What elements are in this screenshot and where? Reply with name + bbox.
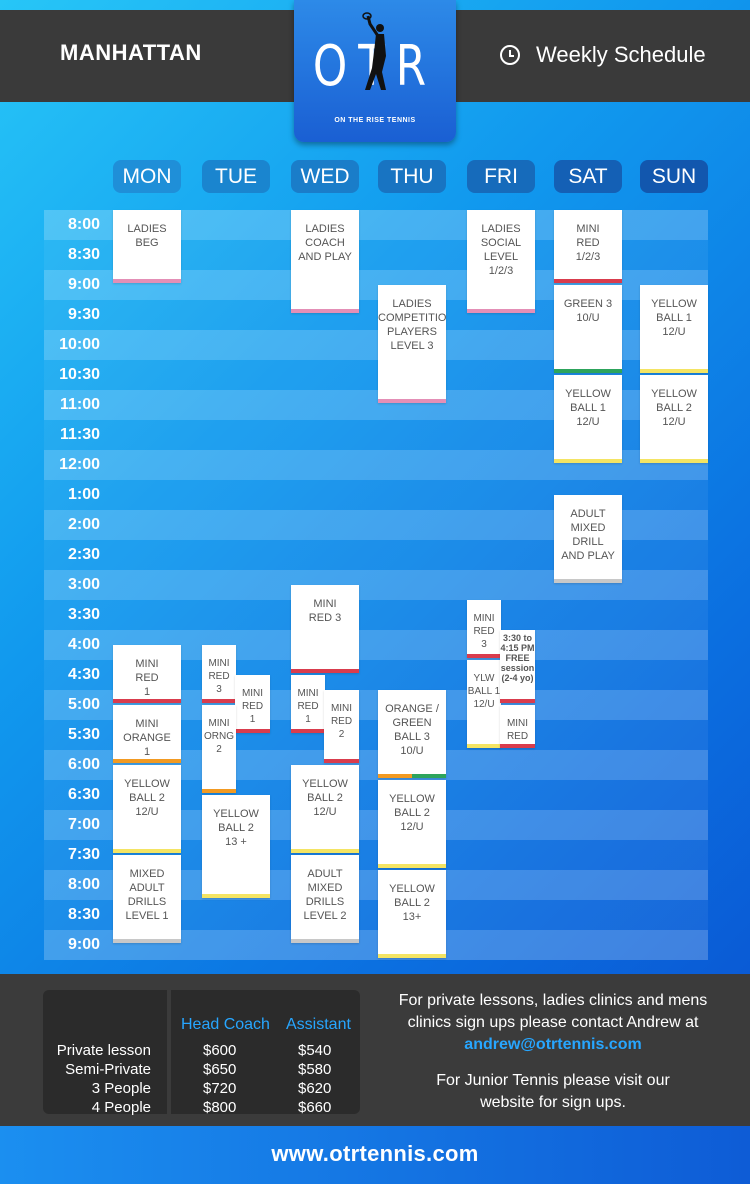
pricing-assistant-value: $540 (298, 1042, 332, 1059)
class-block: MINI RED 1/2/3 (554, 210, 622, 283)
class-block: YELLOW BALL 2 13 + (202, 795, 270, 898)
class-block: ADULT MIXED DRILLS LEVEL 2 (291, 855, 359, 943)
class-block: MINI RED 1 (291, 675, 325, 733)
class-block: YELLOW BALL 1 12/U (640, 285, 708, 373)
class-block: YELLOW BALL 1 12/U (554, 375, 622, 463)
time-label: 9:30 (67, 306, 100, 323)
class-block: YELLOW BALL 2 12/U (640, 375, 708, 463)
time-label: 8:00 (67, 216, 100, 233)
grid-row (44, 600, 708, 630)
time-label: 12:00 (59, 456, 100, 473)
website-link[interactable]: www.otrtennis.com (271, 1141, 479, 1166)
class-block: YELLOW BALL 2 13+ (378, 870, 446, 958)
class-block: MINI ORNG 2 (202, 705, 236, 793)
pricing-head-coach-value: $720 (203, 1080, 237, 1097)
head-coach-header: Head Coach (181, 1016, 270, 1033)
time-label: 6:00 (67, 756, 100, 773)
day-header-sat: SAT (554, 160, 622, 193)
time-label: 2:30 (67, 546, 100, 563)
class-block: MINI RED 3 (467, 600, 501, 658)
day-header-sun: SUN (640, 160, 708, 193)
time-label: 3:00 (67, 576, 100, 593)
class-block: ADULT MIXED DRILL AND PLAY (554, 495, 622, 583)
day-header-mon: MON (113, 160, 181, 193)
time-label: 7:00 (67, 816, 100, 833)
pricing-divider (167, 990, 171, 1114)
footer-panel: Head Coach Assistant Private lesson $600 $… (0, 974, 750, 1126)
class-block: LADIES BEG (113, 210, 181, 283)
day-header-tue: TUE (202, 160, 270, 193)
class-block: ORANGE / GREEN BALL 3 10/U (378, 690, 446, 778)
time-label: 11:00 (59, 396, 100, 413)
website-strip: www.otrtennis.com (0, 1126, 750, 1184)
time-label: 2:00 (67, 516, 100, 533)
class-block: LADIES COACH AND PLAY (291, 210, 359, 313)
time-label: 6:30 (67, 786, 100, 803)
time-label: 8:30 (67, 906, 100, 923)
time-label: 5:30 (67, 726, 100, 743)
pricing-row-label: Private lesson (56, 1042, 151, 1059)
class-block: MINI RED 1 (235, 675, 270, 733)
junior-line-2: website for sign ups. (480, 1094, 626, 1111)
class-block: MIXED ADULT DRILLS LEVEL 1 (113, 855, 181, 943)
otr-logo: OTR ON THE RISE TENNIS (294, 0, 456, 142)
day-header-thu: THU (378, 160, 446, 193)
class-block: YELLOW BALL 2 12/U (113, 765, 181, 853)
class-block: MINI RED 3 (291, 585, 359, 673)
time-label: 8:00 (67, 876, 100, 893)
class-block: MINI ORANGE 1 (113, 705, 181, 763)
day-header-fri: FRI (467, 160, 535, 193)
pricing-assistant-value: $580 (298, 1061, 332, 1078)
class-block: GREEN 3 10/U (554, 285, 622, 373)
clock-icon (500, 45, 520, 65)
class-block: MINI RED 1 (113, 645, 181, 703)
contact-line-1: For private lessons, ladies clinics and … (398, 992, 708, 1009)
city-title: MANHATTAN (60, 40, 202, 65)
class-block: YELLOW BALL 2 12/U (291, 765, 359, 853)
time-label: 4:00 (67, 636, 100, 653)
class-block: LADIES COMPETITION PLAYERS LEVEL 3 (378, 285, 446, 403)
time-label: 8:30 (67, 246, 100, 263)
pricing-table: Head Coach Assistant Private lesson $600 $… (43, 990, 360, 1116)
time-label: 7:30 (67, 846, 100, 863)
pricing-row-label: 4 People (91, 1099, 151, 1116)
time-label: 1:00 (67, 486, 100, 503)
weekly-schedule-text: Weekly Schedule (536, 42, 706, 67)
contact-line-2: clinics sign ups please contact Andrew a… (407, 1014, 699, 1031)
pricing-head-coach-value: $650 (203, 1061, 237, 1078)
day-header-wed: WED (291, 160, 359, 193)
class-block: YELLOW BALL 2 12/U (378, 780, 446, 868)
pricing-head-coach-value: $600 (203, 1042, 237, 1059)
class-block: YLW BALL 1 12/U (467, 660, 501, 748)
time-label: 9:00 (67, 276, 100, 293)
assistant-header: Assistant (286, 1016, 351, 1033)
pricing-head-coach-value: $800 (203, 1099, 237, 1116)
time-label: 3:30 (67, 606, 100, 623)
time-label: 10:30 (59, 366, 100, 383)
contact-info: For private lessons, ladies clinics and … (378, 990, 728, 1114)
contact-email-link[interactable]: andrew@otrtennis.com (464, 1036, 642, 1053)
class-block: LADIES SOCIAL LEVEL 1/2/3 (467, 210, 535, 313)
tennis-player-icon (362, 12, 386, 90)
class-block: 3:30 to 4:15 PM FREE session (2-4 yo) (500, 630, 535, 703)
class-block: MINI RED 2 (500, 705, 535, 748)
time-label: 10:00 (59, 336, 100, 353)
pricing-assistant-value: $620 (298, 1080, 332, 1097)
time-label: 9:00 (67, 936, 100, 953)
class-block: MINI RED 3 (202, 645, 236, 703)
class-block: MINI RED 2 (324, 690, 359, 763)
logo-tagline: ON THE RISE TENNIS (334, 117, 416, 124)
junior-line-1: For Junior Tennis please visit our (436, 1072, 670, 1089)
time-label: 4:30 (67, 666, 100, 683)
pricing-assistant-value: $660 (298, 1099, 332, 1116)
time-label: 5:00 (67, 696, 100, 713)
time-label: 11:30 (59, 426, 100, 443)
pricing-row-label: 3 People (91, 1080, 151, 1097)
pricing-row-label: Semi-Private (65, 1061, 151, 1078)
weekly-schedule-label: Weekly Schedule (500, 40, 706, 70)
